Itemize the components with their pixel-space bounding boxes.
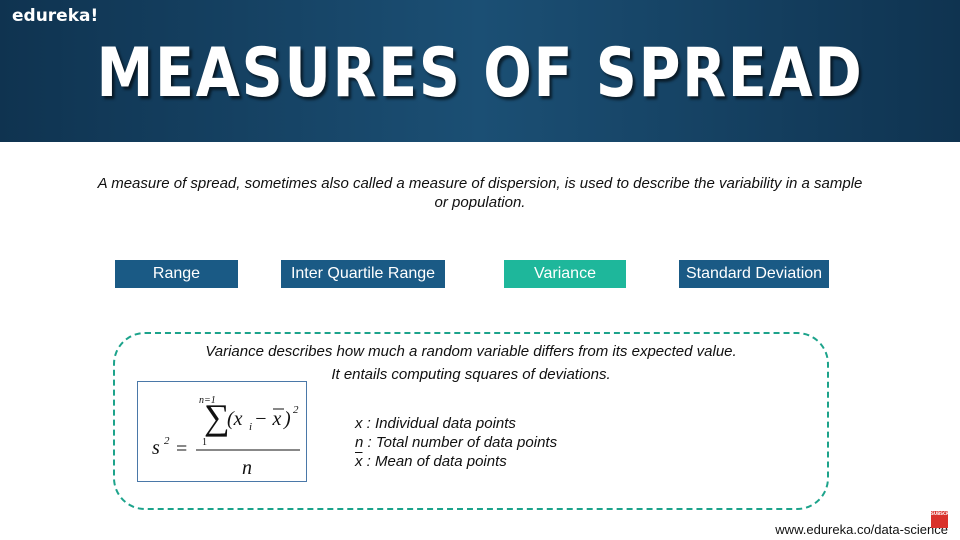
measure-std-dev: Standard Deviation [679,260,829,288]
formula-term-close: ) [283,408,291,430]
legend-item-xbar: x : Mean of data points [355,453,507,470]
formula-term-exp: 2 [293,404,299,416]
formula-term-mid: − x [254,408,281,430]
variance-description-2: It entails computing squares of deviatio… [331,366,611,383]
formula-term-sub: i [249,421,252,433]
legend-item-x: x : Individual data points [355,415,516,432]
variance-formula: s 2 = n=1 ∑ 1 (x i − x ) 2 n [137,381,307,482]
measure-iqr: Inter Quartile Range [281,260,445,288]
measure-variance: Variance [504,260,626,288]
variance-description-1: Variance describes how much a random var… [205,343,737,360]
formula-lhs-exp: 2 [164,435,170,447]
brand-logo: edureka! [12,6,99,26]
legend-text: : Individual data points [362,415,516,432]
sigma-icon: ∑ [204,397,230,437]
legend-item-n: n : Total number of data points [355,434,557,451]
formula-sum-upper: n=1 [199,395,216,406]
page-title: MEASURES OF SPREAD [96,34,864,113]
variance-panel [113,332,829,510]
intro-text: A measure of spread, sometimes also call… [97,175,863,211]
legend-symbol: x [355,453,363,470]
footer-url[interactable]: www.edureka.co/data-science [775,522,948,537]
formula-denominator: n [242,457,252,479]
measure-range: Range [115,260,238,288]
legend-text: : Total number of data points [363,434,558,451]
formula-lhs: s [152,437,160,459]
legend-symbol: n [355,434,364,451]
formula-equals: = [176,438,187,460]
formula-sum-lower: 1 [202,437,207,448]
legend-symbol: x [355,415,363,432]
formula-term: (x [227,408,243,430]
subscribe-icon[interactable]: SUBSCRIBE [931,511,956,528]
header-banner: edureka! MEASURES OF SPREAD [0,0,960,142]
legend-text: : Mean of data points [362,453,507,470]
